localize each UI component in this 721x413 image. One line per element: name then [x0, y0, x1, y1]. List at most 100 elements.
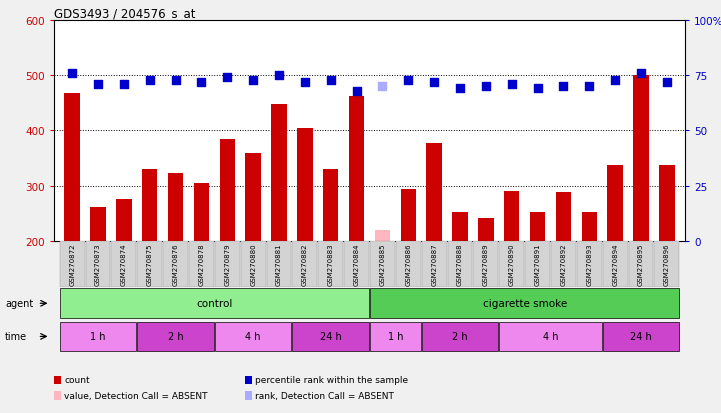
- Text: GSM270881: GSM270881: [276, 243, 282, 285]
- Bar: [556, 193, 571, 242]
- Bar: [344, 242, 369, 287]
- Bar: [142, 170, 157, 242]
- Bar: [293, 242, 317, 287]
- Bar: [112, 242, 136, 287]
- Bar: [90, 207, 106, 242]
- Bar: [603, 322, 679, 351]
- Point: [325, 77, 337, 83]
- Text: GSM270896: GSM270896: [664, 243, 670, 285]
- Text: control: control: [196, 299, 233, 309]
- Bar: [189, 242, 214, 287]
- Bar: [603, 242, 627, 287]
- Bar: [448, 242, 472, 287]
- Point: [480, 83, 492, 90]
- Bar: [422, 322, 498, 351]
- Text: 2 h: 2 h: [452, 332, 468, 342]
- Text: GSM270884: GSM270884: [353, 243, 360, 285]
- Point: [506, 81, 518, 88]
- Bar: [116, 199, 132, 242]
- Text: 4 h: 4 h: [245, 332, 261, 342]
- Text: agent: agent: [5, 299, 33, 309]
- Text: GSM270887: GSM270887: [431, 243, 437, 285]
- Point: [144, 77, 156, 83]
- Bar: [318, 242, 343, 287]
- Point: [557, 83, 569, 90]
- Bar: [525, 242, 550, 287]
- Text: GSM270885: GSM270885: [379, 243, 386, 285]
- Text: GSM270886: GSM270886: [405, 243, 411, 285]
- Bar: [220, 140, 235, 242]
- Text: GSM270890: GSM270890: [509, 243, 515, 285]
- Point: [454, 86, 466, 93]
- Text: GSM270873: GSM270873: [95, 243, 101, 285]
- Point: [351, 88, 363, 95]
- Text: GSM270895: GSM270895: [638, 243, 644, 285]
- Bar: [293, 322, 369, 351]
- Bar: [633, 76, 649, 242]
- Bar: [137, 322, 214, 351]
- Text: GSM270872: GSM270872: [69, 243, 75, 285]
- Bar: [297, 128, 313, 242]
- Text: GSM270893: GSM270893: [586, 243, 592, 285]
- Bar: [422, 242, 446, 287]
- Bar: [194, 184, 209, 242]
- Bar: [500, 242, 524, 287]
- Point: [195, 79, 207, 86]
- Bar: [607, 165, 623, 242]
- Bar: [396, 242, 421, 287]
- Text: GSM270892: GSM270892: [560, 243, 567, 285]
- Bar: [452, 213, 468, 242]
- Text: count: count: [64, 375, 90, 385]
- Point: [299, 79, 311, 86]
- Bar: [168, 173, 183, 242]
- Text: 1 h: 1 h: [388, 332, 403, 342]
- Text: 24 h: 24 h: [630, 332, 652, 342]
- Point: [661, 79, 673, 86]
- Bar: [401, 189, 416, 242]
- Text: GSM270882: GSM270882: [302, 243, 308, 285]
- Text: time: time: [5, 332, 27, 342]
- Bar: [370, 289, 679, 318]
- Text: GDS3493 / 204576_s_at: GDS3493 / 204576_s_at: [54, 7, 195, 19]
- Bar: [474, 242, 498, 287]
- Bar: [530, 213, 545, 242]
- Bar: [375, 230, 390, 242]
- Bar: [478, 218, 494, 242]
- Text: rank, Detection Call = ABSENT: rank, Detection Call = ABSENT: [255, 391, 394, 400]
- Bar: [86, 242, 110, 287]
- Point: [66, 70, 78, 77]
- Bar: [659, 165, 675, 242]
- Text: GSM270878: GSM270878: [198, 243, 205, 285]
- Text: percentile rank within the sample: percentile rank within the sample: [255, 375, 408, 385]
- Bar: [500, 322, 602, 351]
- Point: [170, 77, 182, 83]
- Text: cigarette smoke: cigarette smoke: [482, 299, 567, 309]
- Bar: [370, 242, 395, 287]
- Text: 1 h: 1 h: [90, 332, 106, 342]
- Bar: [267, 242, 291, 287]
- Bar: [426, 144, 442, 242]
- Bar: [349, 96, 364, 242]
- Text: GSM270883: GSM270883: [328, 243, 334, 285]
- Bar: [64, 94, 80, 242]
- Bar: [60, 322, 136, 351]
- Point: [532, 86, 544, 93]
- Text: GSM270889: GSM270889: [483, 243, 489, 285]
- Text: GSM270879: GSM270879: [224, 243, 230, 285]
- Text: GSM270888: GSM270888: [457, 243, 463, 285]
- Bar: [215, 322, 291, 351]
- Bar: [60, 242, 84, 287]
- Text: 24 h: 24 h: [320, 332, 342, 342]
- Point: [221, 75, 233, 81]
- Text: GSM270875: GSM270875: [147, 243, 153, 285]
- Point: [402, 77, 414, 83]
- Text: 4 h: 4 h: [543, 332, 558, 342]
- Text: value, Detection Call = ABSENT: value, Detection Call = ABSENT: [64, 391, 208, 400]
- Bar: [215, 242, 239, 287]
- Point: [609, 77, 621, 83]
- Bar: [504, 192, 519, 242]
- Text: 2 h: 2 h: [168, 332, 183, 342]
- Point: [92, 81, 104, 88]
- Bar: [577, 242, 602, 287]
- Bar: [163, 242, 188, 287]
